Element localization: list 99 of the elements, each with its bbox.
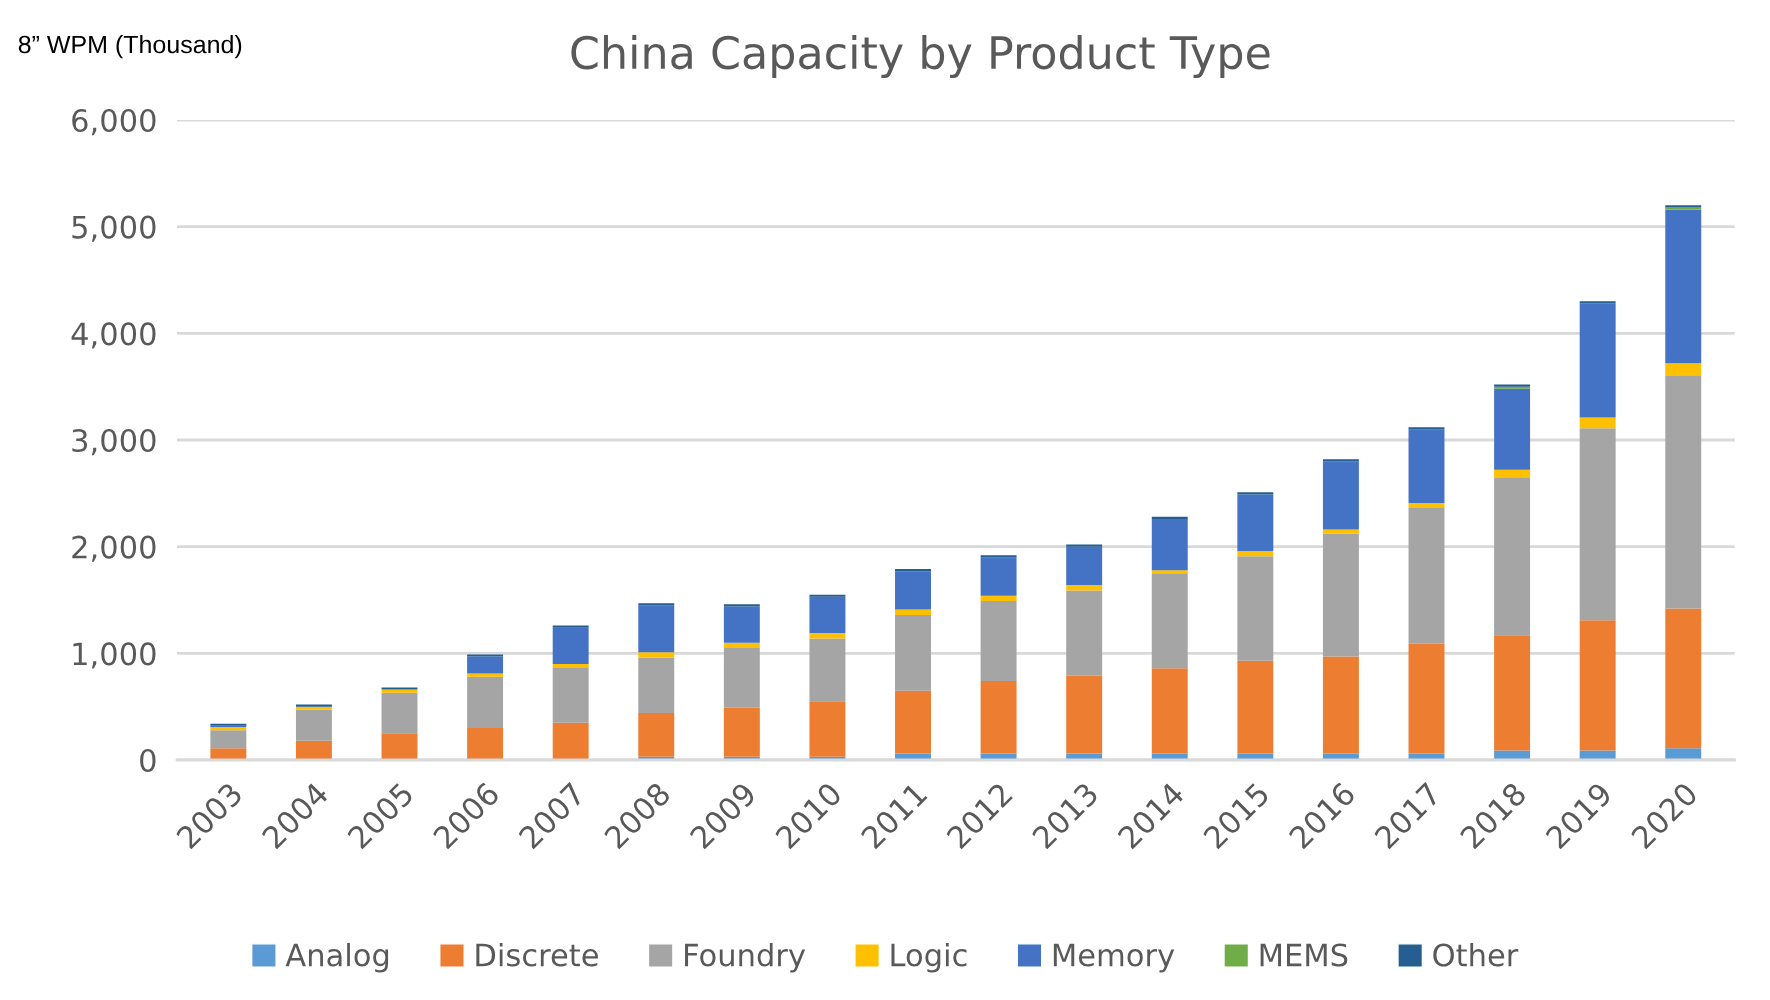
bar	[1322, 459, 1359, 462]
bar	[1579, 301, 1616, 304]
chart-title: China Capacity by Product Type	[571, 35, 1270, 79]
y-tick-label: 6,000	[72, 108, 156, 136]
bar	[1066, 544, 1103, 547]
bar	[210, 748, 247, 760]
bar	[1237, 660, 1274, 754]
bar	[980, 557, 1017, 596]
bar	[1579, 428, 1616, 621]
bar	[809, 638, 846, 702]
bar	[381, 692, 418, 734]
bar	[638, 603, 675, 606]
bar	[895, 609, 931, 615]
bar	[809, 596, 846, 634]
bar	[210, 726, 247, 731]
bar	[467, 656, 504, 674]
bar	[1665, 748, 1702, 760]
bar	[1494, 388, 1531, 470]
bar	[1066, 590, 1103, 676]
bar	[980, 595, 1017, 602]
bar	[1665, 608, 1702, 749]
bar	[895, 690, 931, 754]
bar	[1408, 502, 1445, 508]
bar	[1237, 494, 1274, 551]
bar	[638, 713, 675, 757]
bar	[1151, 570, 1188, 574]
legend-label: Memory	[1053, 943, 1175, 973]
legend-label: MEMS	[1260, 943, 1348, 967]
bar	[1322, 461, 1359, 530]
bar	[723, 606, 760, 643]
bar	[467, 654, 504, 657]
bar	[1665, 376, 1702, 609]
bar	[723, 604, 760, 607]
y-tick-label: 3,000	[72, 428, 156, 456]
bar	[638, 657, 675, 714]
bar	[1237, 492, 1274, 495]
bar	[1408, 643, 1445, 754]
bar	[1579, 303, 1616, 418]
bar	[1408, 429, 1445, 503]
bar	[1151, 518, 1188, 571]
y-axis-title: 8” WPM (Thousand)	[18, 35, 242, 59]
bar	[1494, 469, 1531, 478]
bar	[295, 740, 332, 760]
y-tick-label: 4,000	[71, 322, 156, 349]
bar	[1408, 427, 1445, 430]
bar	[1066, 675, 1103, 754]
bar	[809, 701, 846, 757]
legend-label: Analog	[285, 942, 389, 973]
bar	[1237, 556, 1274, 661]
y-tick-label: 1,000	[73, 642, 156, 669]
bar	[1066, 585, 1103, 591]
legend-label: Foundry	[685, 942, 806, 973]
bar	[295, 709, 332, 741]
bar	[809, 633, 846, 639]
bar	[1151, 516, 1188, 519]
bar	[1408, 507, 1445, 644]
y-tick-label: 0	[140, 748, 156, 773]
y-tick-label: 2,000	[72, 535, 156, 562]
bar	[467, 728, 504, 760]
bar	[1151, 573, 1188, 669]
bar	[723, 648, 760, 708]
bar	[1322, 533, 1359, 657]
legend-label: Discrete	[476, 942, 598, 967]
bar	[1322, 529, 1359, 534]
bar	[638, 605, 675, 653]
bar	[980, 601, 1017, 682]
legend-label: Logic	[891, 942, 967, 973]
bar	[723, 707, 760, 757]
legend-label: Other	[1433, 942, 1519, 967]
bar	[1665, 363, 1702, 376]
bar	[552, 627, 589, 664]
y-tick-label: 5,000	[72, 215, 156, 242]
bar	[552, 722, 589, 760]
bar	[1322, 656, 1359, 754]
bar	[638, 652, 675, 658]
bar	[895, 571, 931, 610]
bar	[723, 642, 760, 648]
bar	[552, 667, 589, 723]
bar	[1494, 750, 1531, 760]
bar	[1579, 417, 1616, 429]
bar	[552, 625, 589, 628]
bar	[552, 664, 589, 668]
bar	[1237, 550, 1274, 557]
bar	[1579, 620, 1616, 751]
bar	[467, 676, 504, 728]
bar	[1151, 668, 1188, 754]
bar	[980, 681, 1017, 754]
bar	[1665, 209, 1702, 364]
bar	[980, 555, 1017, 558]
bar	[895, 569, 931, 572]
bar	[1066, 546, 1103, 586]
bar	[895, 614, 931, 691]
bar	[381, 733, 418, 760]
bar	[467, 673, 504, 677]
bar	[1494, 635, 1531, 751]
bar	[809, 594, 846, 597]
bar	[1579, 750, 1616, 760]
bar	[210, 730, 247, 749]
bar	[1494, 477, 1531, 636]
